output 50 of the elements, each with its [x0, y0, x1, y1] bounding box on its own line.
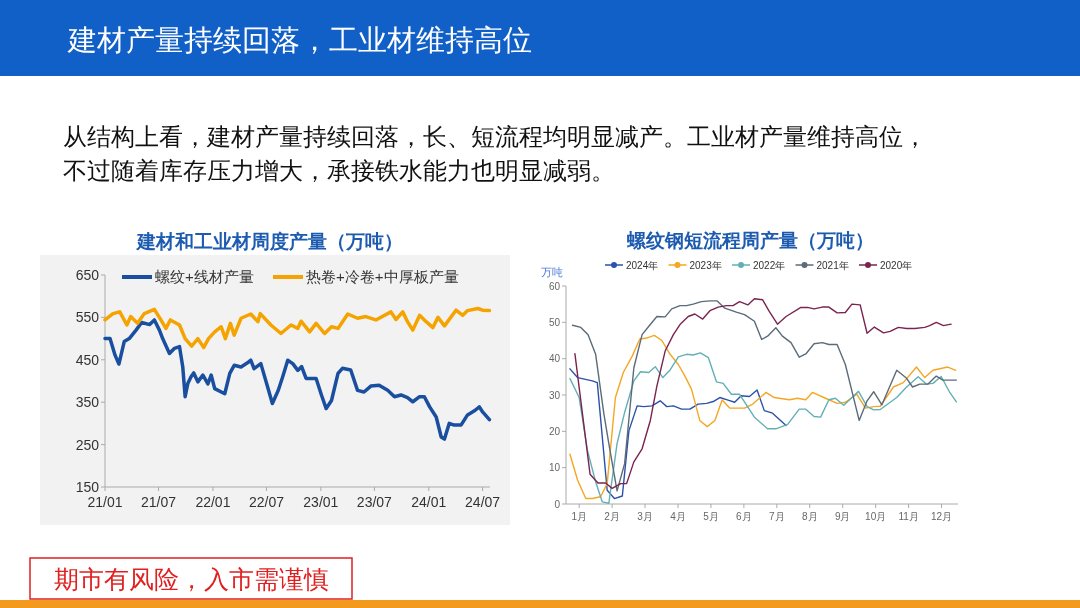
- text: 期市有风险，入市需谨慎: [53, 565, 329, 593]
- x-tick-label: 4月: [670, 511, 686, 522]
- legend-label: 热卷+冷卷+中厚板产量: [306, 268, 459, 286]
- x-tick-label: 8月: [801, 511, 818, 522]
- x-tick-label: 22/01: [195, 494, 231, 510]
- x-tick-label: 9月: [834, 511, 851, 522]
- legend-label: 2021年: [816, 259, 849, 271]
- legend-label: 2023年: [689, 259, 722, 271]
- y-tick-label: 250: [75, 436, 100, 453]
- x-tick-label: 12月: [930, 511, 953, 522]
- legend-label: 2020年: [880, 259, 913, 271]
- line-series: [103, 318, 492, 441]
- x-tick-label: 22/07: [248, 494, 285, 510]
- line-series: [103, 306, 492, 350]
- y-tick-label: 150: [75, 478, 100, 495]
- x-tick-label: 1月: [571, 511, 587, 522]
- x-tick-label: 21/07: [141, 494, 177, 510]
- y-tick-label: 0: [554, 498, 561, 510]
- x-tick-label: 11月: [898, 511, 919, 522]
- x-tick-label: 24/07: [465, 494, 501, 510]
- legend-label: 螺纹+线材产量: [155, 268, 254, 286]
- legend-label: 2024年: [626, 259, 659, 271]
- y-tick-label: 450: [75, 351, 100, 368]
- y-tick-label: 50: [548, 316, 561, 328]
- y-tick-label: 550: [75, 309, 100, 326]
- x-tick-label: 7月: [769, 511, 785, 522]
- line-series: [569, 368, 787, 500]
- x-tick-label: 23/07: [356, 494, 393, 510]
- y-tick-label: 10: [548, 462, 561, 474]
- y-tick-label: 60: [548, 280, 561, 292]
- x-tick-label: 6月: [736, 511, 752, 522]
- y-tick-label: 350: [75, 394, 100, 411]
- legend-label: 2022年: [753, 259, 786, 271]
- x-tick-label: 2月: [604, 511, 620, 522]
- x-tick-label: 23/01: [303, 494, 339, 510]
- text: 不过随着库存压力增大，承接铁水能力也明显减弱。: [63, 157, 615, 184]
- x-tick-label: 24/01: [411, 494, 447, 510]
- y-tick-label: 30: [548, 389, 561, 401]
- y-tick-label: 20: [548, 425, 561, 437]
- x-tick-label: 5月: [703, 511, 719, 522]
- chart-title: 螺纹钢短流程周产量（万吨）: [625, 230, 874, 251]
- text: 建材产量持续回落，工业材维持高位: [67, 24, 532, 56]
- x-tick-label: 3月: [637, 511, 653, 522]
- chart-title: 建材和工业材周度产量（万吨）: [135, 231, 403, 252]
- x-tick-label: 10月: [865, 511, 887, 522]
- y-tick-label: 40: [548, 353, 561, 365]
- y-axis-title: 万吨: [541, 266, 563, 278]
- y-tick-label: 650: [75, 266, 100, 283]
- x-tick-label: 21/01: [87, 494, 123, 510]
- text: 从结构上看，建材产量持续回落，长、短流程均明显减产。工业材产量维持高位，: [63, 123, 927, 150]
